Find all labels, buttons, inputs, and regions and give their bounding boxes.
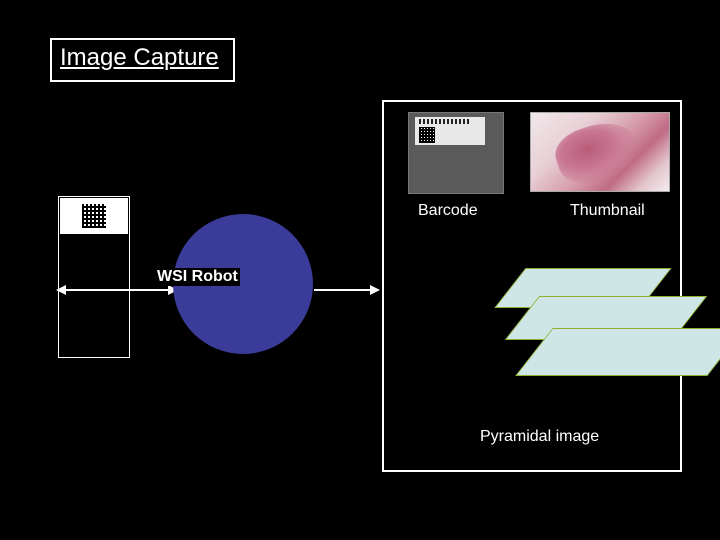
pyramid-layer-base (515, 328, 720, 376)
qr-code-icon (82, 204, 106, 228)
base-image-label: Base image (488, 382, 573, 400)
barcode-caption: Barcode (418, 202, 478, 220)
slide-barcode-patch (60, 198, 128, 234)
arrow-bidir-line (66, 289, 170, 291)
barcode-capture-preview (408, 112, 504, 194)
tissue-thumbnail-preview (530, 112, 670, 192)
page-title: Image Capture (60, 44, 219, 71)
arrow-to-panel-line (314, 289, 372, 291)
arrow-head-left-icon (56, 285, 66, 295)
title-box: Image Capture (50, 38, 235, 82)
arrow-to-panel-head-icon (370, 285, 380, 295)
barcode-label-strip (415, 117, 485, 145)
pyramidal-image-caption: Pyramidal image (480, 428, 599, 446)
wsi-robot-label: WSI Robot (155, 268, 240, 286)
thumbnail-caption: Thumbnail (570, 202, 645, 220)
